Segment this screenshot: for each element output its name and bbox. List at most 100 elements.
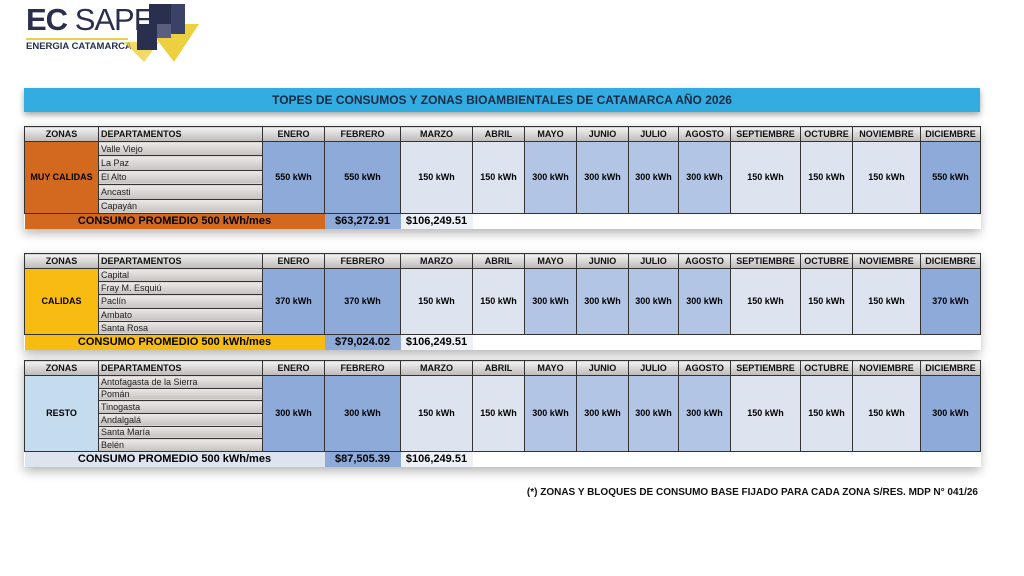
header-month: AGOSTO [678, 253, 731, 269]
table-row: La Paz [25, 155, 981, 171]
header-month: JULIO [628, 126, 679, 142]
department-name: Capayán [98, 198, 263, 214]
header-month: FEBRERO [324, 126, 401, 142]
consumption-cap: 300 kWh [678, 268, 731, 335]
header-month: ABRIL [472, 360, 525, 376]
logo-graphic [124, 4, 199, 62]
consumption-cap: 300 kWh [628, 141, 679, 214]
header-departamentos: DEPARTAMENTOS [98, 253, 263, 269]
footer-empty [472, 213, 981, 229]
header-month: ENERO [262, 126, 325, 142]
table-row: Paclín [25, 294, 981, 309]
department-name: Santa María [98, 425, 263, 440]
header-month: FEBRERO [324, 360, 401, 376]
header-month: ENERO [262, 253, 325, 269]
header-month: DICIEMBRE [920, 126, 981, 142]
header-month: MAYO [524, 360, 577, 376]
header-month: AGOSTO [678, 360, 731, 376]
consumption-cap: 300 kWh [262, 375, 325, 452]
department-name: Paclín [98, 294, 263, 309]
amount-febrero: $87,505.39 [324, 451, 401, 467]
zone-table-0: ZONAS DEPARTAMENTOS ENERO FEBRERO MARZO ABRIL… [24, 126, 981, 229]
consumption-cap: 370 kWh [324, 268, 401, 335]
footer-row: CONSUMO PROMEDIO 500 kWh/mes $79,024.02 $1… [24, 334, 981, 350]
consumption-cap: 150 kWh [852, 268, 921, 335]
consumption-cap: 300 kWh [678, 141, 731, 214]
header-month: ABRIL [472, 126, 525, 142]
consumption-cap: 150 kWh [400, 375, 473, 452]
header-month: MAYO [524, 253, 577, 269]
consumption-cap: 150 kWh [472, 375, 525, 452]
table-row: Ambato [25, 307, 981, 322]
consumption-cap: 150 kWh [472, 141, 525, 214]
header-month: MARZO [400, 360, 473, 376]
average-consumption-label: CONSUMO PROMEDIO 500 kWh/mes [24, 213, 325, 229]
consumption-cap: 300 kWh [524, 268, 577, 335]
consumption-cap: 150 kWh [730, 268, 801, 335]
amount-marzo: $106,249.51 [400, 451, 473, 467]
header-row: ZONAS DEPARTAMENTOS ENERO FEBRERO MARZO ABRIL… [24, 253, 981, 269]
footer-row: CONSUMO PROMEDIO 500 kWh/mes $87,505.39 $1… [24, 451, 981, 467]
header-zonas: ZONAS [24, 253, 99, 269]
consumption-cap: 300 kWh [576, 375, 629, 452]
header-month: OCTUBRE [800, 360, 853, 376]
department-name: Belén [98, 438, 263, 452]
consumption-cap: 550 kWh [920, 141, 981, 214]
header-month: AGOSTO [678, 126, 731, 142]
company-logo: EC SAPEM ENERGIA CATAMARCA [24, 2, 199, 64]
department-name: Valle Viejo [98, 140, 263, 157]
header-month: JUNIO [576, 360, 629, 376]
zone-table: ZONAS DEPARTAMENTOS ENERO FEBRERO MARZO ABRIL… [24, 360, 981, 467]
header-month: NOVIEMBRE [852, 360, 921, 376]
footnote: (*) ZONAS Y BLOQUES DE CONSUMO BASE FIJA… [526, 487, 978, 498]
header-month: JULIO [628, 360, 679, 376]
department-name: Ambato [98, 307, 263, 322]
consumption-cap: 300 kWh [576, 141, 629, 214]
page-title: TOPES DE CONSUMOS Y ZONAS BIOAMBIENTALES… [24, 88, 980, 112]
consumption-cap: 150 kWh [852, 141, 921, 214]
table-row: Capayán [25, 198, 981, 214]
header-month: SEPTIEMBRE [730, 126, 801, 142]
department-name: Andalgalá [98, 412, 263, 427]
average-consumption-label: CONSUMO PROMEDIO 500 kWh/mes [24, 451, 325, 467]
zone-table: ZONAS DEPARTAMENTOS ENERO FEBRERO MARZO ABRIL… [24, 253, 981, 350]
table-row: Santa Rosa [25, 320, 981, 335]
table-row: MUY CALIDAS Valle Viejo 550 kWh 550 kWh 150 … [24, 140, 981, 214]
header-departamentos: DEPARTAMENTOS [98, 126, 263, 142]
consumption-cap: 150 kWh [730, 141, 801, 214]
consumption-cap: 550 kWh [262, 141, 325, 214]
zone-table-2: ZONAS DEPARTAMENTOS ENERO FEBRERO MARZO ABRIL… [24, 360, 981, 467]
department-name: Tinogasta [98, 400, 263, 414]
table-row: RESTO Antofagasta de la Sierra 300 kWh 300 … [24, 375, 981, 452]
consumption-cap: 150 kWh [800, 375, 853, 452]
header-month: MARZO [400, 126, 473, 142]
header-month: OCTUBRE [800, 253, 853, 269]
consumption-cap: 150 kWh [852, 375, 921, 452]
header-month: FEBRERO [324, 253, 401, 269]
department-name: El Alto [98, 169, 263, 186]
zone-name: CALIDAS [24, 268, 99, 335]
consumption-cap: 300 kWh [524, 375, 577, 452]
consumption-cap: 300 kWh [628, 268, 679, 335]
department-name: Antofagasta de la Sierra [98, 375, 263, 389]
department-name: La Paz [98, 155, 263, 171]
average-consumption-label: CONSUMO PROMEDIO 500 kWh/mes [24, 334, 325, 350]
table-row: Belén [25, 438, 981, 452]
zone-name: MUY CALIDAS [24, 141, 99, 214]
consumption-cap: 300 kWh [920, 375, 981, 452]
header-row: ZONAS DEPARTAMENTOS ENERO FEBRERO MARZO ABRIL… [24, 360, 981, 376]
header-month: ABRIL [472, 253, 525, 269]
consumption-cap: 150 kWh [730, 375, 801, 452]
consumption-cap: 150 kWh [400, 141, 473, 214]
amount-marzo: $106,249.51 [400, 334, 473, 350]
header-month: SEPTIEMBRE [730, 253, 801, 269]
header-month: JUNIO [576, 126, 629, 142]
header-departamentos: DEPARTAMENTOS [98, 360, 263, 376]
header-month: MARZO [400, 253, 473, 269]
consumption-cap: 150 kWh [472, 268, 525, 335]
header-month: OCTUBRE [800, 126, 853, 142]
header-month: MAYO [524, 126, 577, 142]
footer-row: CONSUMO PROMEDIO 500 kWh/mes $63,272.91 $1… [24, 213, 981, 229]
header-month: ENERO [262, 360, 325, 376]
consumption-cap: 300 kWh [576, 268, 629, 335]
